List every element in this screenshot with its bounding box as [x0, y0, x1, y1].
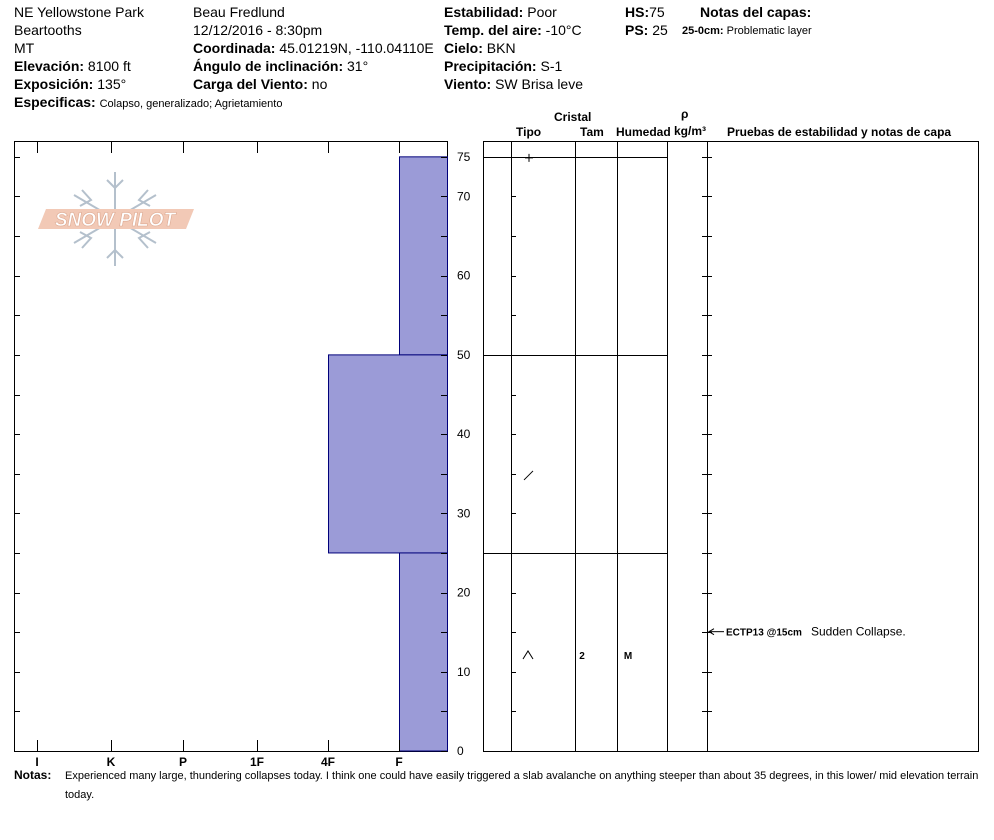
wind-value: SW Brisa leve: [495, 76, 584, 92]
specifics-field: Especificas: Colapso, generalizado; Agri…: [14, 94, 282, 113]
hardness-tick-label: I: [35, 755, 38, 769]
snowpilot-logo: SNOW PILOT: [38, 172, 194, 266]
col-header-tests: Pruebas de estabilidad y notas de capa: [727, 125, 952, 139]
layer-table-columns: [511, 141, 708, 752]
precip-field: Precipitación: S-1: [444, 58, 562, 75]
wind-loading-value: no: [311, 76, 328, 92]
depth-axis: 0 10 20 30 40 50 60 70 75: [14, 150, 471, 758]
precip-label: Precipitación:: [444, 58, 537, 74]
col-header-tipo: Tipo: [516, 125, 542, 139]
hardness-layer-0: [399, 156, 448, 356]
stability-label: Estabilidad:: [444, 4, 524, 20]
hardness-layer-2: [399, 552, 448, 752]
layer-table-ticks: [511, 157, 712, 752]
layer-table-frame: [483, 141, 979, 752]
stability-field: Estabilidad: Poor: [444, 4, 557, 21]
observation-datetime: 12/12/2016 - 8:30pm: [193, 22, 323, 38]
elevation-field: Elevación: 8100 ft: [14, 58, 131, 75]
air-temp-value: -10°C: [545, 22, 582, 38]
hardness-tick-label: F: [395, 755, 402, 769]
depth-tick-label: 0: [457, 744, 464, 758]
hs-value: 75: [649, 4, 665, 20]
wind-loading-field: Carga del Viento: no: [193, 76, 327, 93]
col-header-density-unit: kg/m³: [674, 124, 707, 138]
hardness-tick-label: 4F: [321, 755, 335, 769]
coordinate-field: Coordinada: 45.01219N, -110.04110E: [193, 40, 434, 57]
col-header-humedad: Humedad: [616, 125, 671, 139]
test-code: ECTP13 @15cm: [726, 628, 802, 639]
depth-tick-label: 70: [457, 189, 471, 203]
observer-name: Beau Fredlund: [193, 4, 285, 20]
depth-tick-label: 60: [457, 269, 471, 283]
hardness-tick-label: K: [107, 755, 116, 769]
layer-note-value: Problematic layer: [726, 25, 812, 37]
grain-symbol-slash: [523, 470, 534, 481]
elevation-value: 8100 ft: [87, 58, 131, 74]
logo-text: SNOW PILOT: [55, 210, 177, 231]
layer-note-field: 25-0cm: Problematic layer: [682, 23, 812, 40]
wind-loading-label: Carga del Viento:: [193, 76, 308, 92]
depth-tick-label: 50: [457, 348, 471, 362]
col-header-cristal: Cristal: [554, 110, 592, 124]
location-state: MT: [14, 40, 35, 56]
wetness-value: M: [624, 651, 632, 662]
depth-tick-label: 10: [457, 665, 471, 679]
location-area: NE Yellowstone Park: [14, 4, 144, 20]
slope-value: 31°: [347, 58, 369, 74]
stability-value: Poor: [527, 4, 557, 20]
wind-field: Viento: SW Brisa leve: [444, 76, 583, 93]
hardness-layers: [328, 156, 448, 752]
layer-note-label: 25-0cm:: [682, 25, 724, 37]
logo-banner: [38, 209, 194, 229]
aspect-field: Exposición: 135°: [14, 76, 126, 93]
hardness-tick-label: P: [179, 755, 187, 769]
col-header-tam: Tam: [580, 125, 604, 139]
ps-field: PS: 25: [625, 22, 668, 39]
coordinate-value: 45.01219N, -110.04110E: [279, 40, 434, 56]
test-note: Sudden Collapse.: [811, 625, 906, 639]
hardness-tick-label: 1F: [250, 755, 264, 769]
hardness-axis: I K P 1F 4F F: [35, 141, 403, 769]
hardness-layer-1: [328, 354, 448, 554]
sky-value: BKN: [486, 40, 516, 56]
specifics-value: Colapso, generalizado; Agrietamiento: [99, 98, 283, 110]
hs-field: HS:75: [625, 4, 665, 21]
sky-label: Cielo:: [444, 40, 483, 56]
air-temp-field: Temp. del aire: -10°C: [444, 22, 582, 39]
sky-field: Cielo: BKN: [444, 40, 516, 57]
slope-label: Ángulo de inclinación:: [193, 58, 344, 74]
location-range: Beartooths: [14, 22, 82, 38]
elevation-label: Elevación:: [14, 58, 85, 74]
slope-field: Ángulo de inclinación: 31°: [193, 58, 368, 75]
notes-text: Experienced many large, thundering colla…: [65, 770, 979, 801]
wind-label: Viento:: [444, 76, 492, 92]
grain-symbol-depth-hoar: [522, 650, 534, 660]
specifics-label: Especificas:: [14, 94, 96, 110]
precip-value: S-1: [540, 58, 563, 74]
ps-label: PS:: [625, 22, 649, 38]
depth-tick-label: 30: [457, 506, 471, 520]
depth-tick-label: 75: [457, 150, 471, 164]
notes-label: Notas:: [14, 768, 52, 782]
aspect-label: Exposición:: [14, 76, 94, 92]
grain-size-value: 2: [579, 651, 585, 662]
test-arrow-head: [708, 628, 715, 636]
depth-tick-label: 20: [457, 586, 471, 600]
col-header-rho: ρ: [681, 107, 689, 121]
hs-label: HS:: [625, 4, 650, 20]
coordinate-label: Coordinada:: [193, 40, 276, 56]
stability-tests: ECTP13 @15cm Sudden Collapse.: [708, 625, 906, 639]
layer-notes-title: Notas del capas:: [700, 4, 812, 20]
aspect-value: 135°: [97, 76, 127, 92]
ps-value: 25: [652, 22, 668, 38]
depth-tick-label: 40: [457, 427, 471, 441]
air-temp-label: Temp. del aire:: [444, 22, 542, 38]
